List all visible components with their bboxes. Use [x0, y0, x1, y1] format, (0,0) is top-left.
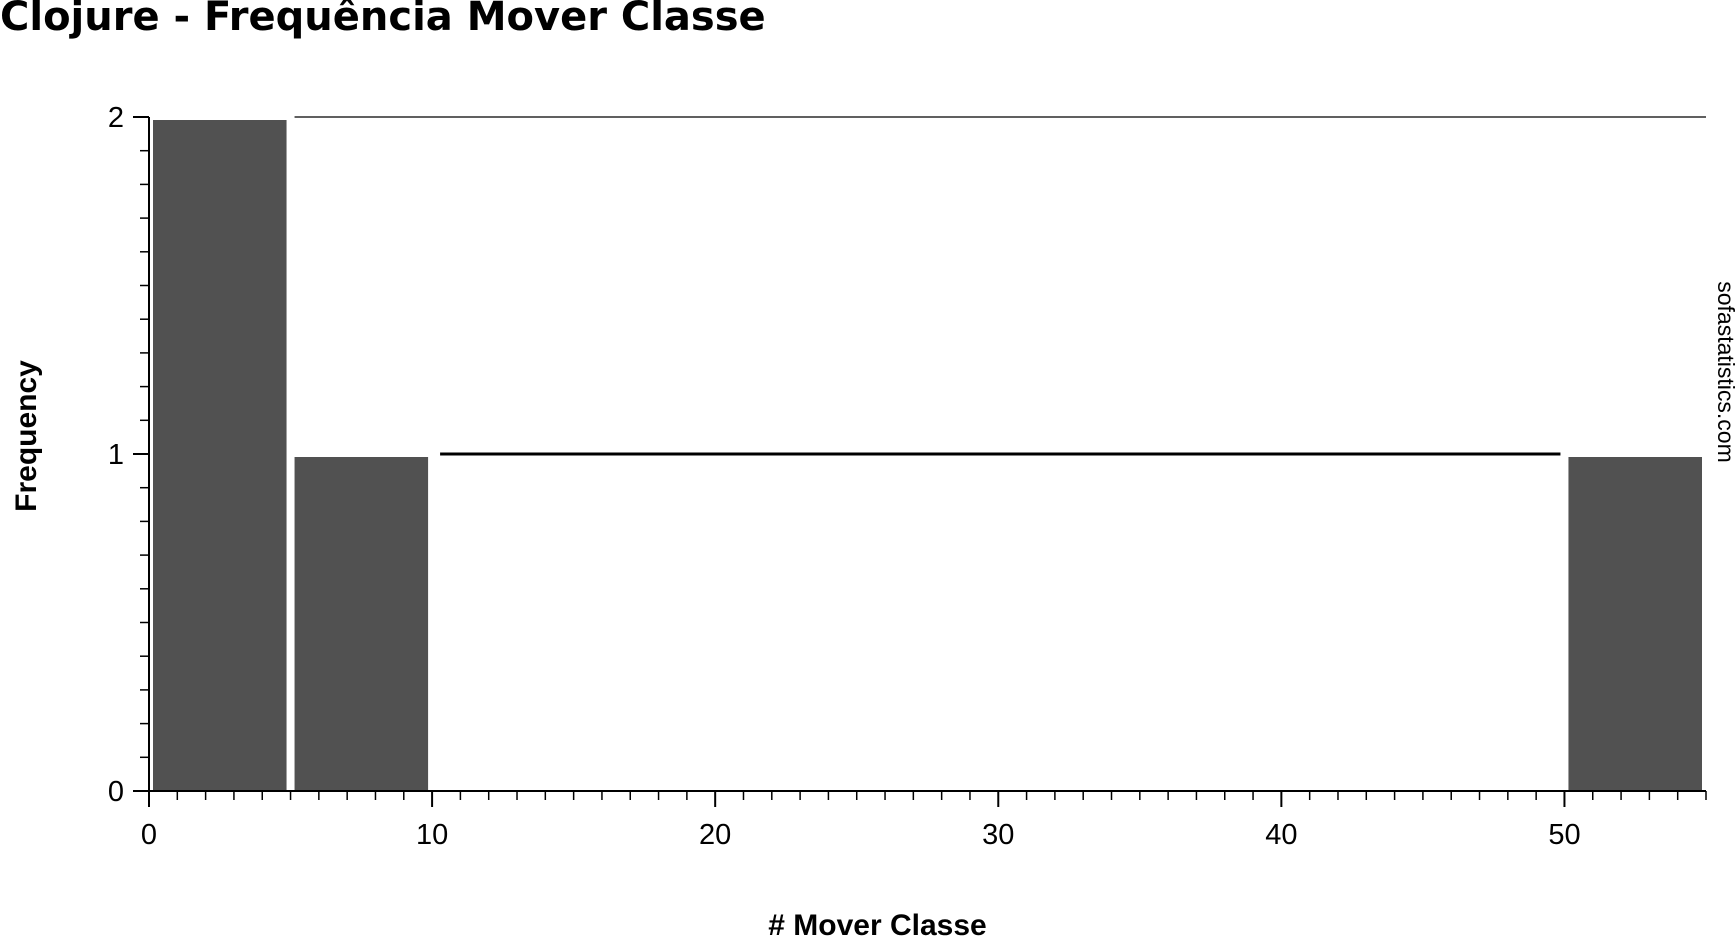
x-tick-label: 0	[141, 819, 157, 851]
y-tick-label: 0	[108, 776, 124, 808]
x-tick-label: 40	[1265, 819, 1297, 851]
histogram-bar-0	[153, 120, 287, 790]
chart-title: Clojure - Frequência Mover Classe	[0, 0, 766, 40]
x-axis-title: # Mover Classe	[768, 909, 986, 939]
watermark: sofastatistics.com	[1713, 281, 1736, 463]
x-tick-label: 10	[416, 819, 448, 851]
x-tick-label: 20	[699, 819, 731, 851]
ticks-layer	[133, 116, 1707, 807]
y-tick-label: 2	[108, 102, 124, 134]
x-tick-label: 50	[1548, 819, 1580, 851]
bars-layer	[153, 116, 1706, 790]
y-axis-title: Frequency	[10, 360, 43, 512]
histogram-bar-1	[294, 457, 429, 790]
x-tick-label: 30	[982, 819, 1014, 851]
tick-labels-layer: 0 10 20 30 40 50 0 1 2	[108, 102, 1581, 851]
y-tick-label: 1	[108, 439, 124, 471]
histogram-bar-3	[1568, 457, 1702, 790]
